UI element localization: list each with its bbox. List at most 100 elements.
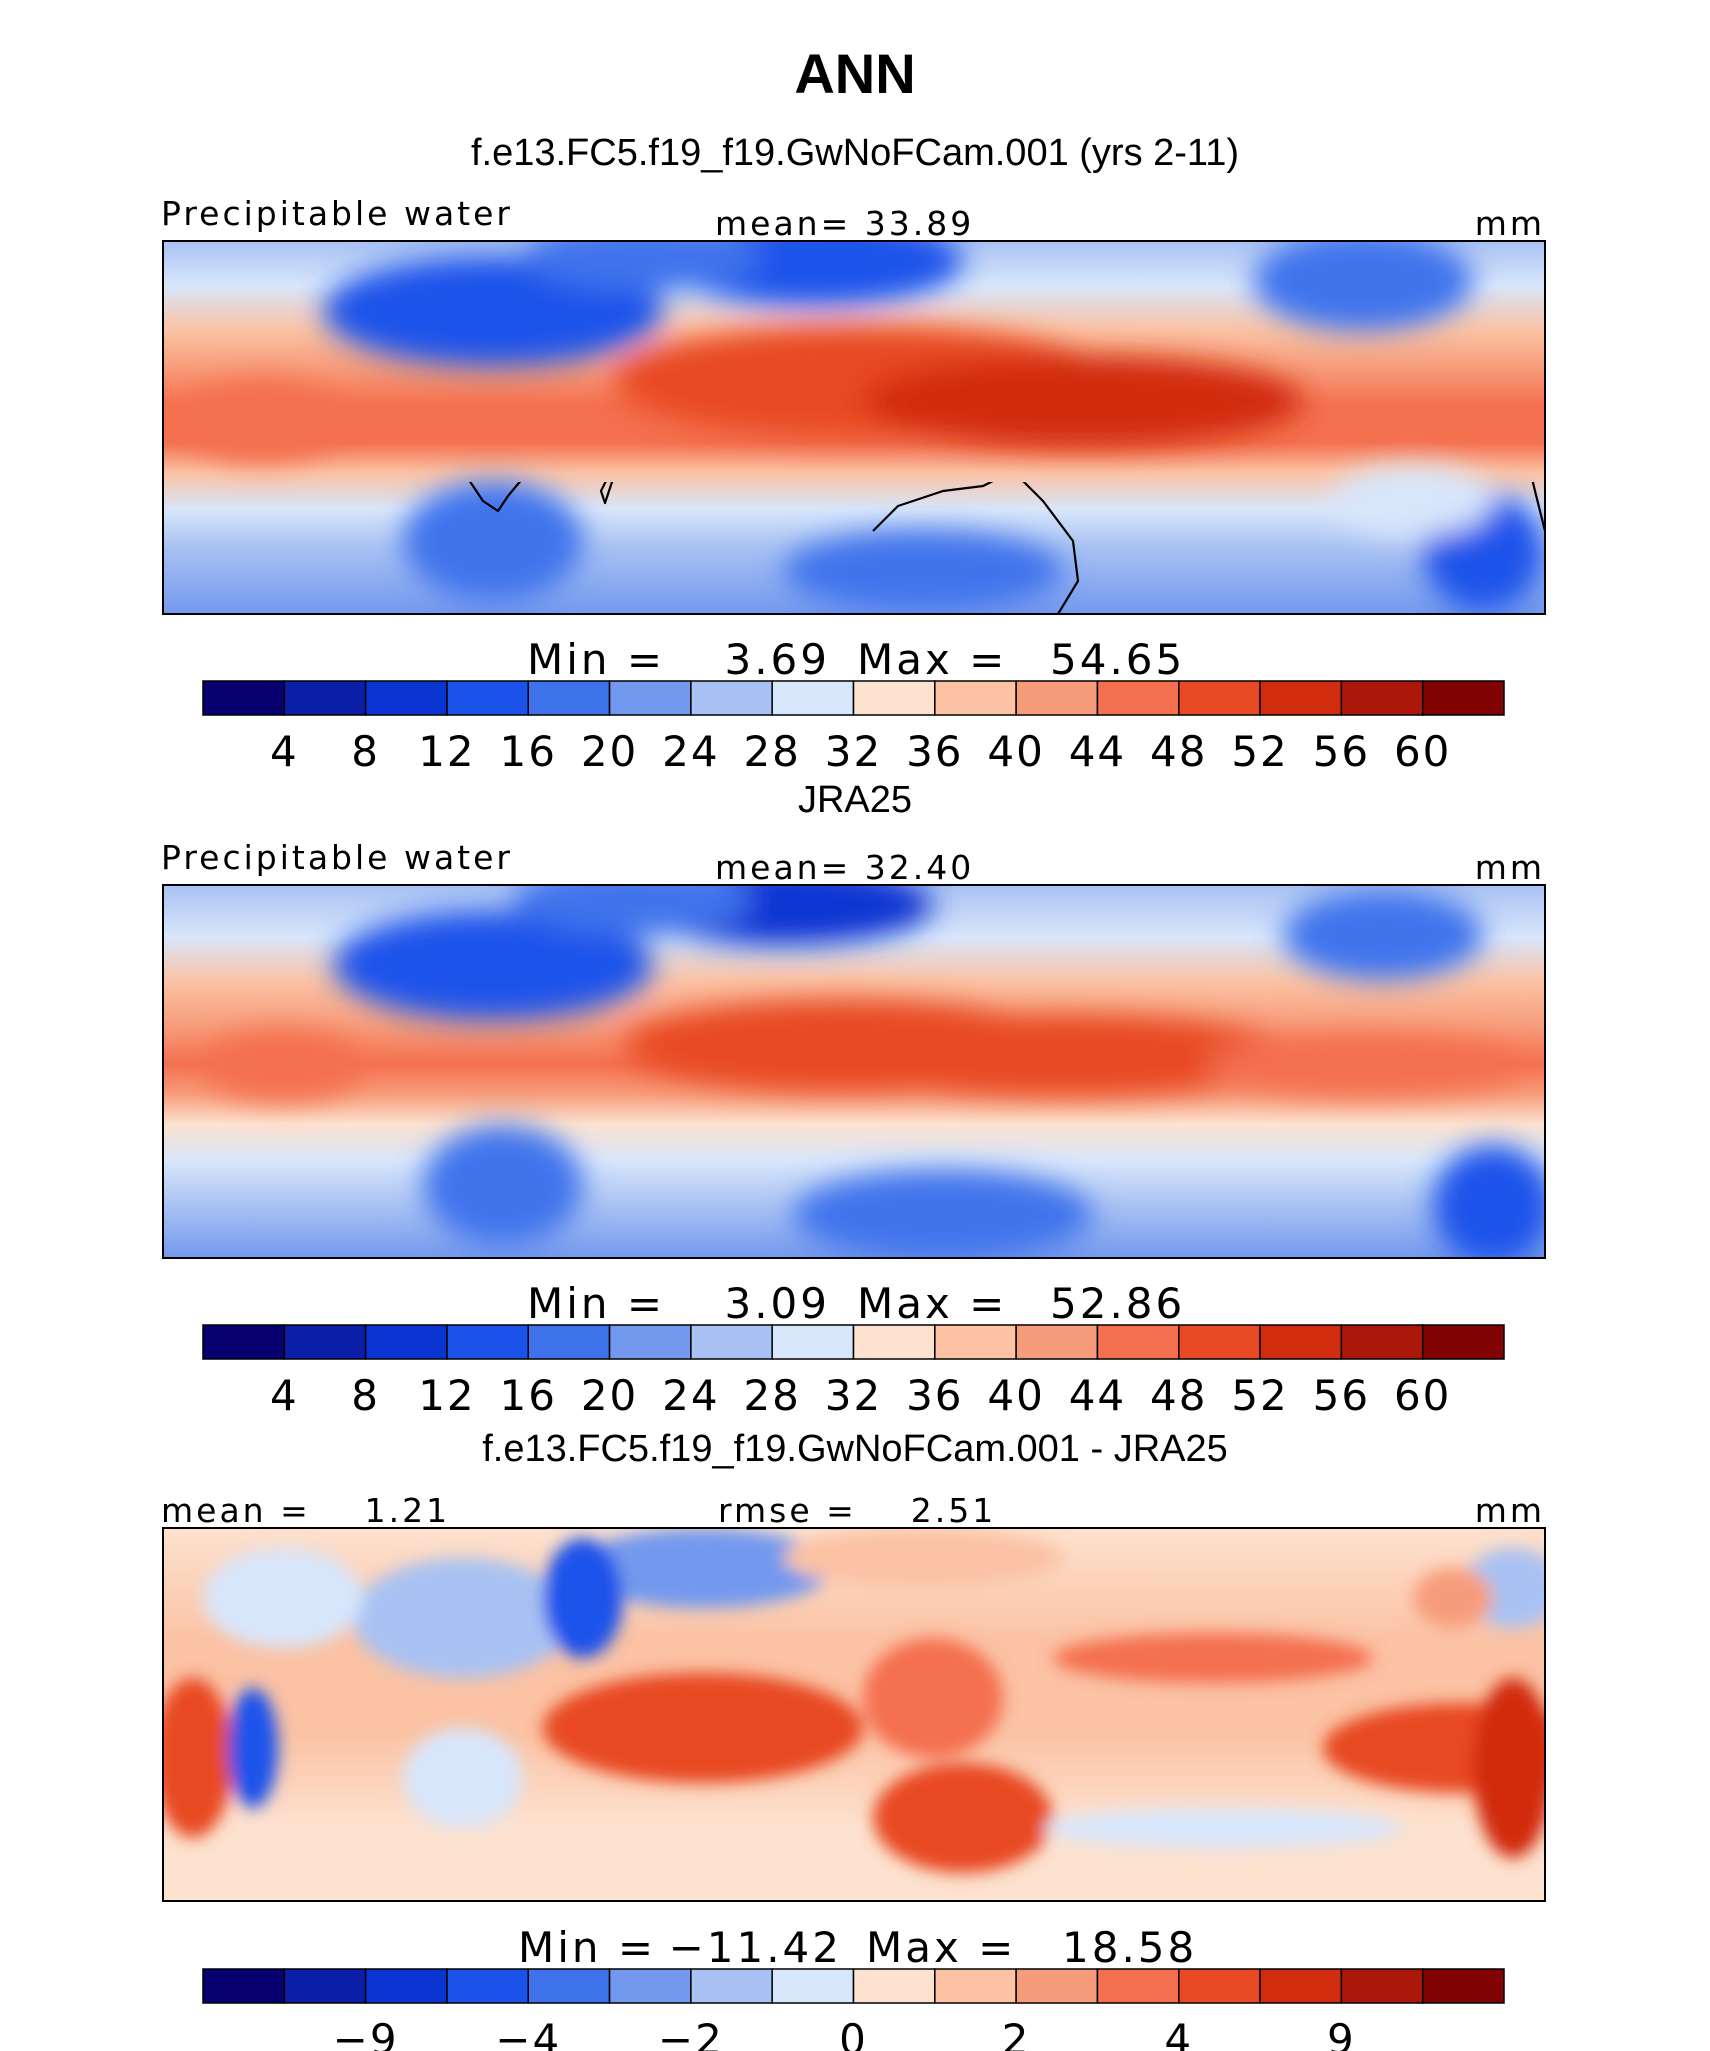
panel-2-frame: [162, 884, 1546, 1259]
colorbar-box: [608, 1968, 692, 2004]
panel-2: JRA25 Precipitable water mean= 32.40 mm: [161, 779, 1546, 1420]
colorbar-tick-label: 16: [500, 727, 557, 776]
panel-1-colorbar-ticks: 4 8 12 16 20 24 28 32 36 40 44 48 52 56 60: [270, 727, 1451, 776]
colorbar-box: [1259, 680, 1343, 716]
colorbar-box: [934, 680, 1017, 716]
colorbar-tick-label: 36: [906, 1371, 963, 1420]
colorbar-box: [202, 680, 286, 716]
colorbar-box: [1340, 1968, 1424, 2004]
colorbar-tick-label: 32: [825, 727, 882, 776]
colorbar-box: [1178, 1324, 1261, 1360]
colorbar-box: [1178, 1968, 1261, 2004]
panel-1-center-label: mean= 33.89: [715, 204, 974, 243]
colorbar-tick-label: 8: [351, 1371, 380, 1420]
colorbar-box: [608, 1324, 692, 1360]
panel-3-colorbar-ticks: −9 −4 −2 0 2 4 9: [333, 2015, 1356, 2051]
colorbar-tick-label: 4: [1164, 2015, 1193, 2051]
colorbar-box: [771, 1324, 855, 1360]
panel-2-map: [163, 885, 1545, 1258]
colorbar-box: [934, 1324, 1017, 1360]
colorbar-box: [283, 1968, 367, 2004]
panel-2-max-label: Max =: [857, 1279, 1007, 1328]
colorbar-box: [202, 1324, 286, 1360]
panel-2-min-value: 3.09: [724, 1279, 830, 1328]
panel-2-min-label: Min =: [527, 1279, 665, 1328]
panel-3-subtitle: f.e13.FC5.f19_f19.GwNoFCam.001 - JRA25: [482, 1428, 1228, 1470]
colorbar-tick-label: 4: [270, 1371, 299, 1420]
colorbar-box: [852, 1968, 936, 2004]
panel-3-min-label: Min =: [518, 1923, 656, 1972]
colorbar-box: [1015, 1324, 1099, 1360]
panel-2-max-value: 52.86: [1050, 1279, 1185, 1328]
colorbar-box: [527, 1968, 611, 2004]
colorbar-tick-label: 20: [581, 727, 638, 776]
figure-title: ANN: [794, 42, 915, 105]
colorbar-tick-label: 52: [1231, 1371, 1288, 1420]
panel-1-colorbar: [202, 680, 1505, 716]
colorbar-tick-label: 40: [987, 727, 1044, 776]
colorbar-box: [1421, 1968, 1505, 2004]
colorbar-tick-label: 24: [662, 727, 719, 776]
colorbar-tick-label: 48: [1150, 1371, 1207, 1420]
colorbar-box: [1259, 1324, 1343, 1360]
colorbar-tick-label: 48: [1150, 727, 1207, 776]
panel-3-map: [163, 1528, 1545, 1901]
colorbar-box: [1340, 680, 1424, 716]
colorbar-tick-label: 9: [1327, 2015, 1356, 2051]
colorbar-box: [690, 1968, 773, 2004]
colorbar-box: [446, 1968, 529, 2004]
colorbar-tick-label: 60: [1394, 727, 1451, 776]
colorbar-tick-label: 24: [662, 1371, 719, 1420]
panel-1-map: [163, 241, 1545, 614]
panel-1-max-label: Max =: [857, 635, 1007, 684]
colorbar-tick-label: 12: [418, 727, 475, 776]
colorbar-tick-label: 8: [351, 727, 380, 776]
colorbar-tick-label: 12: [418, 1371, 475, 1420]
colorbar-box: [852, 680, 936, 716]
colorbar-tick-label: 20: [581, 1371, 638, 1420]
colorbar-tick-label: 56: [1313, 1371, 1370, 1420]
colorbar-box: [364, 1324, 448, 1360]
panel-1-min-value: 3.69: [724, 635, 830, 684]
colorbar-tick-label: −4: [495, 2015, 561, 2051]
colorbar-box: [1421, 1324, 1505, 1360]
colorbar-tick-label: 28: [743, 727, 800, 776]
panel-2-center-label: mean= 32.40: [715, 848, 974, 887]
colorbar-box: [608, 680, 692, 716]
panel-3-left-label: mean = 1.21: [161, 1491, 450, 1530]
colorbar-box: [690, 680, 773, 716]
panel-1-left-label: Precipitable water: [161, 194, 513, 233]
colorbar-box: [283, 1324, 367, 1360]
colorbar-box: [446, 680, 529, 716]
panel-2-right-label: mm: [1475, 848, 1545, 887]
panel-2-left-label: Precipitable water: [161, 838, 513, 877]
panel-2-subtitle: JRA25: [798, 779, 912, 821]
panel-2-colorbar-ticks: 4 8 12 16 20 24 28 32 36 40 44 48 52 56 60: [270, 1371, 1449, 1420]
panel-3-max-value: 18.58: [1062, 1923, 1197, 1972]
panel-1: f.e13.FC5.f19_f19.GwNoFCam.001 (yrs 2-11…: [161, 132, 1547, 776]
colorbar-box: [1421, 680, 1505, 716]
colorbar-box: [1340, 1324, 1424, 1360]
colorbar-box: [283, 680, 367, 716]
colorbar-box: [1096, 1324, 1180, 1360]
colorbar-box: [1259, 1968, 1343, 2004]
panel-3-right-label: mm: [1475, 1491, 1545, 1530]
colorbar-tick-label: 28: [743, 1371, 800, 1420]
colorbar-box: [527, 680, 611, 716]
colorbar-tick-label: 44: [1069, 727, 1126, 776]
colorbar-box: [1015, 1968, 1099, 2004]
panel-3-min-value: −11.42: [669, 1923, 842, 1972]
colorbar-box: [771, 680, 855, 716]
colorbar-box: [771, 1968, 855, 2004]
colorbar-box: [852, 1324, 936, 1360]
panel-1-max-value: 54.65: [1050, 635, 1185, 684]
panel-3-colorbar: [202, 1968, 1505, 2004]
panel-3-center-label: rmse = 2.51: [718, 1491, 996, 1530]
colorbar-box: [1096, 680, 1180, 716]
colorbar-box: [690, 1324, 773, 1360]
colorbar-tick-label: 16: [500, 1371, 557, 1420]
panel-1-min-label: Min =: [527, 635, 665, 684]
colorbar-tick-label: −9: [333, 2015, 399, 2051]
colorbar-tick-label: 44: [1069, 1371, 1126, 1420]
